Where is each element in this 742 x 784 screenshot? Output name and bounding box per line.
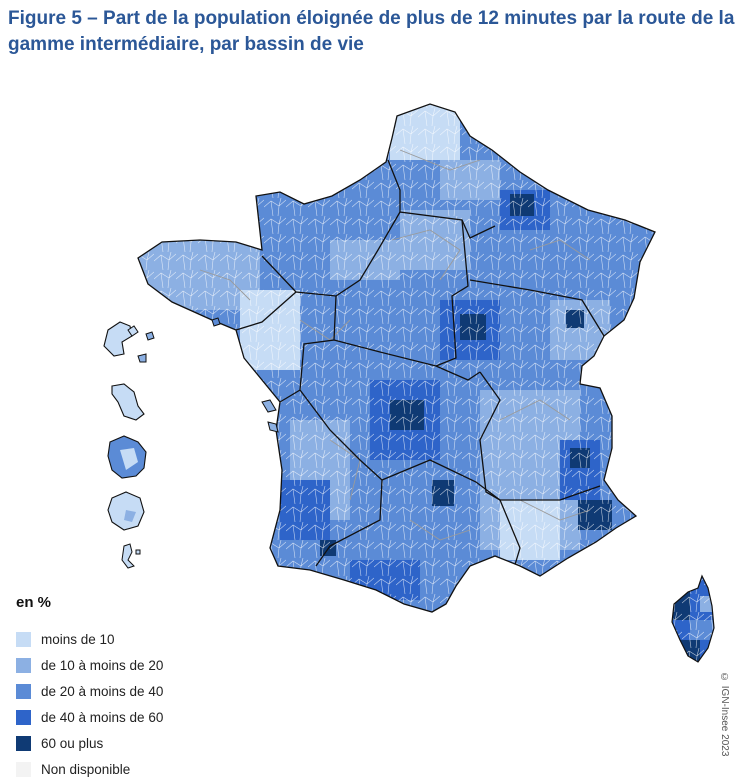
legend-item: de 20 à moins de 40: [16, 678, 163, 704]
corse: [671, 575, 715, 663]
legend-swatch: [16, 709, 31, 725]
legend-label: de 10 à moins de 20: [41, 657, 164, 673]
legend-item: Non disponible: [16, 756, 163, 782]
legend-swatch: [16, 631, 31, 647]
copyright-notice: © IGN-Insee 2023: [719, 672, 730, 757]
legend-label: de 40 à moins de 60: [41, 709, 164, 725]
guyane: [107, 435, 147, 479]
la-reunion: [107, 491, 145, 531]
map-legend: en % moins de 10 de 10 à moins de 20 de …: [16, 594, 163, 782]
figure-title: Figure 5 – Part de la population éloigné…: [8, 8, 735, 55]
guadeloupe: [103, 321, 147, 363]
legend-swatch: [16, 761, 31, 777]
legend-item: moins de 10: [16, 626, 163, 652]
legend-swatch: [16, 657, 31, 673]
legend-label: moins de 10: [41, 631, 115, 647]
martinique: [111, 383, 145, 421]
legend-label: 60 ou plus: [41, 735, 104, 751]
legend-swatch: [16, 735, 31, 751]
mayotte: [121, 543, 141, 569]
legend-label: de 20 à moins de 40: [41, 683, 164, 699]
legend-swatch: [16, 683, 31, 699]
legend-item: de 10 à moins de 20: [16, 652, 163, 678]
legend-title: en %: [16, 594, 52, 611]
legend-item: 60 ou plus: [16, 730, 163, 756]
legend-item: de 40 à moins de 60: [16, 704, 163, 730]
legend-label: Non disponible: [41, 761, 131, 777]
france-metropole: [137, 103, 656, 613]
